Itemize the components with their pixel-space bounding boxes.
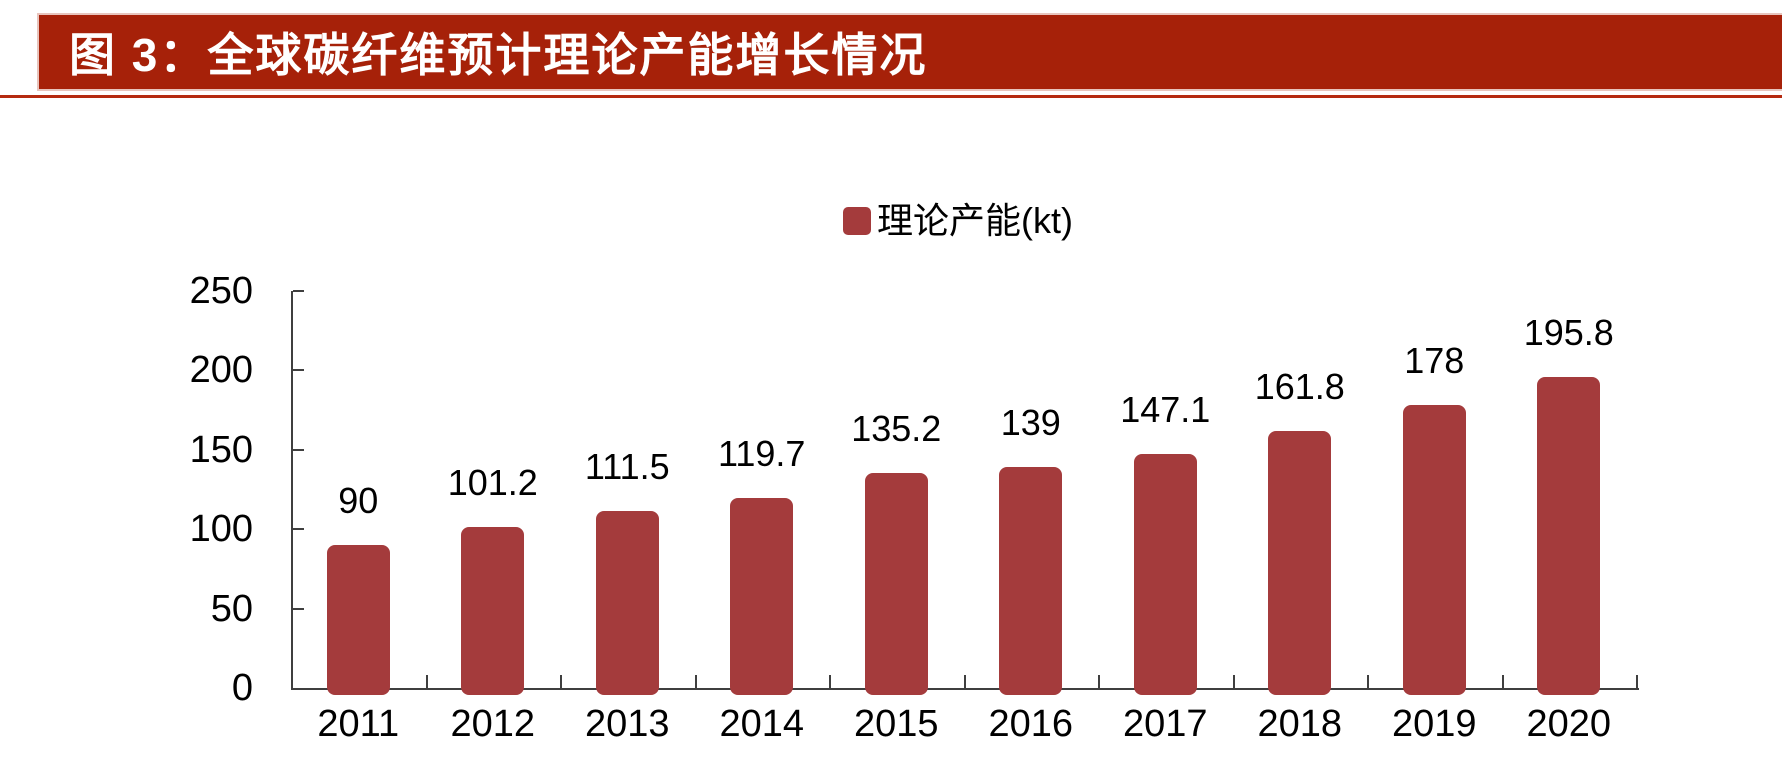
- y-axis-tick-label: 100: [189, 508, 253, 551]
- y-axis-tick: [293, 607, 304, 610]
- bar: [595, 510, 659, 695]
- x-axis-tick: [829, 675, 831, 688]
- x-axis-tick: [694, 675, 697, 688]
- bar-value-label: 139: [1000, 402, 1061, 444]
- y-axis-tick-label: 0: [231, 667, 253, 709]
- x-axis-tick: [1098, 675, 1100, 688]
- x-axis-tick: [560, 675, 562, 688]
- legend-label: 理论产能(kt): [877, 200, 1073, 241]
- x-axis-category-label: 2018: [1257, 703, 1343, 745]
- x-axis-category-label: 2016: [988, 703, 1074, 745]
- bar-value-label: 135.2: [851, 408, 942, 450]
- bar-value-label: 178: [1404, 340, 1465, 382]
- x-axis-tick: [1501, 675, 1504, 688]
- title-underline: [0, 95, 1782, 98]
- y-axis-tick-label: 150: [189, 428, 253, 471]
- bar: [1537, 377, 1601, 695]
- bar-value-label: 119.7: [718, 432, 806, 474]
- bar-value-label: 101.2: [447, 462, 538, 504]
- x-axis-category-label: 2013: [584, 703, 670, 745]
- y-axis-tick-label: 250: [189, 270, 253, 312]
- y-axis-tick-label: 200: [189, 349, 253, 392]
- bar-value-label: 195.8: [1523, 312, 1614, 354]
- bar-value-label: 90: [338, 480, 379, 522]
- bar-value-label: 161.8: [1254, 366, 1345, 408]
- y-axis-tick-label: 50: [210, 587, 253, 630]
- figure-title: 图 3：全球碳纤维预计理论产能增长情况: [69, 29, 928, 81]
- bar-value-label: 147.1: [1120, 389, 1211, 431]
- x-axis-category-label: 2020: [1526, 703, 1612, 745]
- bar: [730, 497, 794, 695]
- legend-marker-icon: [843, 207, 871, 235]
- bar: [1133, 454, 1197, 695]
- bar: [864, 473, 928, 695]
- x-axis-tick: [1232, 675, 1235, 688]
- figure-title-bar: 图 3：全球碳纤维预计理论产能增长情况: [37, 13, 1782, 91]
- bar-value-label: 111.5: [584, 445, 670, 487]
- x-axis-category-label: 2011: [317, 703, 400, 745]
- x-axis-tick: [963, 675, 966, 688]
- y-axis-tick: [293, 528, 304, 531]
- x-axis-line: [291, 688, 1639, 690]
- x-axis-tick: [1367, 675, 1369, 688]
- x-axis-tick: [425, 675, 428, 688]
- bar: [461, 527, 525, 695]
- x-axis-category-label: 2012: [450, 703, 536, 745]
- x-axis-category-label: 2014: [719, 703, 805, 745]
- bar: [326, 545, 390, 695]
- x-axis-category-label: 2015: [853, 703, 939, 745]
- y-axis-tick: [293, 448, 304, 451]
- bar: [1268, 431, 1332, 695]
- x-axis-category-label: 2019: [1391, 703, 1477, 745]
- x-axis-tick: [1636, 675, 1638, 688]
- y-axis-line: [291, 291, 293, 688]
- y-axis-tick: [293, 369, 304, 372]
- y-axis-tick: [293, 290, 304, 292]
- chart-legend: 理论产能(kt): [843, 203, 1073, 239]
- bar: [999, 467, 1063, 695]
- x-axis-category-label: 2017: [1122, 703, 1208, 745]
- bar: [1402, 405, 1466, 695]
